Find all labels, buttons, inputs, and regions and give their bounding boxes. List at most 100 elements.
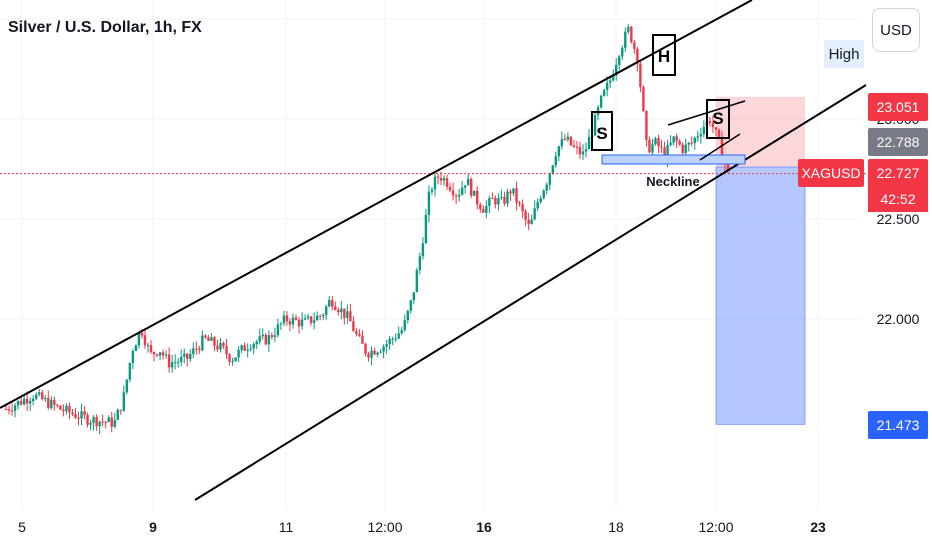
candle-up	[189, 354, 192, 359]
currency-button[interactable]: USD	[872, 8, 920, 52]
candle-up	[548, 173, 551, 185]
candle-up	[173, 362, 177, 364]
candle-down	[476, 190, 479, 205]
shoulder-right-label[interactable]: S	[706, 99, 730, 139]
candle-down	[228, 354, 231, 362]
candle-up	[65, 405, 68, 412]
candle-down	[572, 145, 576, 147]
candle-down	[83, 411, 86, 416]
candle-down	[630, 26, 633, 43]
candle-down	[25, 398, 29, 404]
candle-down	[331, 300, 334, 307]
candle-up	[328, 300, 331, 307]
time-tick-label: 12:00	[367, 519, 402, 535]
candle-up	[252, 343, 255, 349]
candle-down	[149, 345, 153, 352]
time-tick-label: 18	[608, 519, 624, 535]
candle-down	[358, 334, 361, 336]
candle-up	[325, 306, 328, 315]
neckline-label: Neckline	[646, 174, 699, 189]
candle-down	[264, 334, 267, 345]
candle-down	[86, 415, 89, 425]
candle-down	[717, 129, 721, 138]
candle-up	[460, 187, 464, 195]
candle-up	[306, 316, 310, 319]
candle-up	[624, 31, 627, 48]
candle-up	[210, 337, 213, 341]
candle-down	[509, 191, 512, 194]
candle-down	[334, 306, 337, 310]
candle-down	[53, 399, 56, 405]
candle-up	[312, 320, 316, 323]
candle-up	[693, 137, 696, 144]
channel-lower-line[interactable]	[194, 84, 867, 501]
candle-up	[485, 206, 488, 213]
candle-down	[367, 353, 370, 358]
time-axis[interactable]: 5 9 11 12:00 16 18 12:00 23	[18, 519, 826, 535]
take-profit-zone[interactable]	[715, 166, 806, 425]
candle-up	[201, 335, 204, 351]
neckline-box[interactable]	[601, 154, 746, 165]
candle-up	[183, 353, 186, 357]
candle-down	[10, 410, 14, 412]
candle-down	[690, 142, 693, 144]
candle-down	[167, 354, 171, 368]
candle-down	[207, 337, 210, 341]
candle-up	[35, 394, 38, 399]
candle-up	[80, 411, 83, 419]
candle-down	[482, 209, 485, 213]
candle-up	[397, 333, 400, 339]
right-shoulder-trendline-lower[interactable]	[699, 133, 741, 161]
candle-up	[321, 314, 325, 317]
candle-up	[415, 270, 419, 293]
time-tick-label: 11	[279, 519, 294, 535]
candle-down	[110, 417, 113, 427]
candle-up	[370, 350, 373, 358]
shoulder-left-label[interactable]: S	[591, 111, 613, 151]
candle-down	[361, 335, 364, 344]
candle-up	[170, 362, 174, 368]
candle-up	[340, 308, 343, 313]
time-tick-label: 9	[149, 519, 157, 535]
candle-up	[406, 310, 409, 321]
candle-up	[409, 300, 413, 311]
candle-up	[696, 136, 699, 138]
candle-down	[708, 120, 712, 124]
candle-down	[225, 346, 228, 355]
candle-up	[421, 243, 425, 257]
candle-up	[44, 398, 47, 400]
candle-down	[439, 177, 443, 181]
high-label: High	[824, 40, 864, 68]
candle-up	[92, 417, 95, 423]
candle-down	[503, 196, 506, 204]
candle-down	[642, 87, 645, 111]
candle-down	[445, 178, 449, 187]
candle-up	[560, 139, 564, 147]
candle-down	[343, 308, 346, 318]
candle-up	[31, 398, 35, 402]
candle-up	[533, 208, 536, 220]
candle-up	[584, 149, 588, 152]
candle-down	[494, 198, 497, 205]
candle-up	[249, 348, 252, 350]
candle-down	[633, 42, 636, 49]
candle-up	[587, 136, 591, 150]
candle-up	[219, 342, 222, 350]
candle-up	[599, 95, 603, 108]
candle-down	[119, 409, 122, 411]
candle-up	[424, 214, 428, 244]
candle-up	[116, 409, 119, 420]
chart-grid	[0, 0, 862, 510]
candle-down	[479, 204, 482, 210]
candle-up	[542, 190, 545, 199]
channel-upper-line[interactable]	[0, 0, 753, 409]
candle-up	[22, 398, 26, 405]
candle-up	[488, 198, 491, 207]
candle-down	[47, 398, 50, 408]
candle-down	[104, 421, 107, 423]
candle-up	[180, 356, 183, 362]
candle-up	[651, 144, 654, 153]
candle-up	[467, 178, 470, 186]
head-label[interactable]: H	[652, 34, 676, 76]
